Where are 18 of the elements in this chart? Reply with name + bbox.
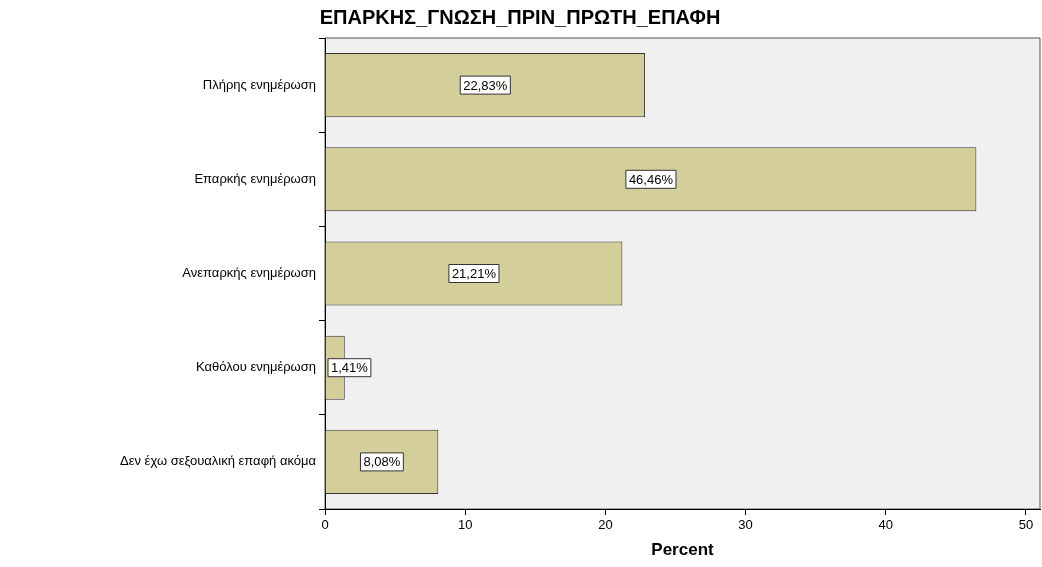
data-label: 8,08% bbox=[363, 454, 401, 470]
y-tick-label: Πλήρης ενημέρωση bbox=[202, 76, 316, 92]
chart-title: ΕΠΑΡΚΗΣ_ΓΝΩΣΗ_ΠΡΙΝ_ΠΡΩΤΗ_ΕΠΑΦΗ bbox=[319, 5, 721, 28]
x-tick-label: 40 bbox=[878, 517, 894, 533]
x-tick-label: 10 bbox=[457, 517, 473, 533]
x-axis-title: Percent bbox=[651, 540, 715, 560]
data-label: 46,46% bbox=[628, 171, 674, 187]
x-tick-label: 0 bbox=[321, 517, 329, 533]
data-label: 22,83% bbox=[463, 77, 508, 93]
y-tick-label: Επαρκής ενημέρωση bbox=[194, 170, 316, 186]
x-tick-label: 30 bbox=[738, 517, 753, 533]
y-tick-label: Ανεπαρκής ενημέρωση bbox=[182, 265, 316, 281]
y-tick-label: Καθόλου ενημέρωση bbox=[195, 359, 316, 375]
data-label: 21,21% bbox=[451, 266, 497, 282]
x-tick-label: 50 bbox=[1018, 517, 1034, 533]
data-label: 1,41% bbox=[330, 360, 369, 376]
x-tick-label: 20 bbox=[598, 517, 613, 533]
y-tick-label: Δεν έχω σεξουαλική επαφή ακόμα bbox=[120, 453, 317, 469]
